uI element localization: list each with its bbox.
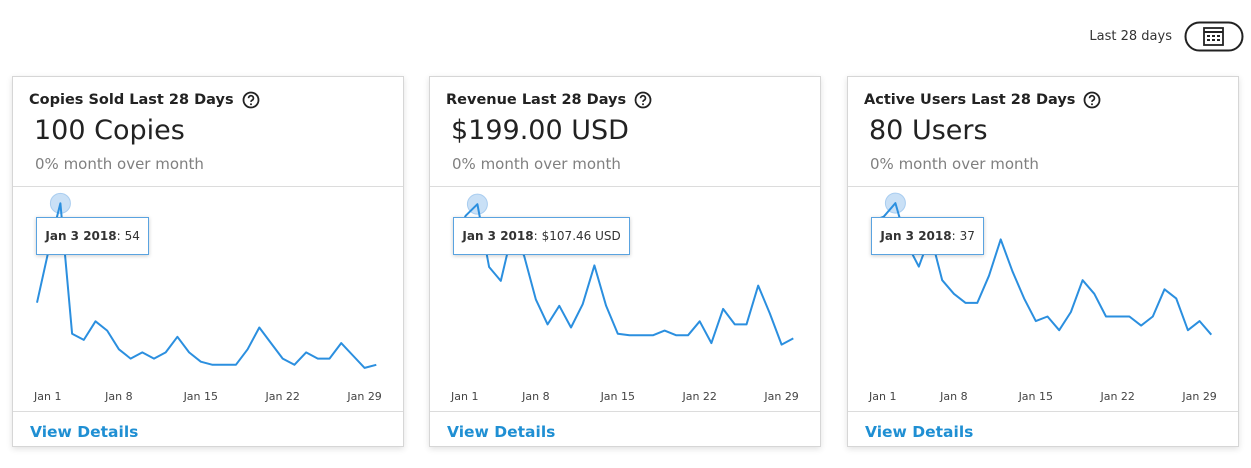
card-value: $199.00 USD: [451, 115, 629, 146]
x-tick-label: Jan 29: [1181, 390, 1216, 403]
x-tick-label: Jan 29: [346, 390, 381, 403]
tooltip-date: Jan 3 2018: [462, 229, 537, 243]
help-icon[interactable]: [1083, 91, 1101, 109]
card-change: 0% month over month: [452, 155, 621, 173]
card-title-text: Active Users Last 28 Days: [864, 92, 1076, 108]
calendar-button[interactable]: [1184, 21, 1244, 53]
x-tick-label: Jan 1: [868, 390, 896, 403]
tooltip-value: 54: [124, 229, 140, 243]
sparkline-chart: Jan 1 Jan 8 Jan 15 Jan 22 Jan 29: [450, 193, 799, 403]
tooltip: Jan 3 2018 $107.46 USD: [453, 217, 630, 255]
x-tick-label: Jan 15: [183, 390, 218, 403]
tooltip-date: Jan 3 2018: [45, 229, 120, 243]
card-title-text: Revenue Last 28 Days: [446, 92, 627, 108]
card-title-text: Copies Sold Last 28 Days: [29, 92, 234, 108]
tooltip: Jan 3 2018 54: [36, 217, 149, 255]
view-details-link[interactable]: View Details: [30, 423, 139, 441]
card: Active Users Last 28 Days 80 Users 0% mont…: [847, 76, 1239, 447]
chart-area: Jan 1 Jan 8 Jan 15 Jan 22 Jan 29 Jan 3 2018 37: [848, 186, 1238, 412]
tooltip: Jan 3 2018 37: [871, 217, 984, 255]
x-tick-label: Jan 1: [33, 390, 61, 403]
card-title: Copies Sold Last 28 Days: [29, 91, 260, 109]
x-tick-label: Jan 22: [264, 390, 299, 403]
card-title: Active Users Last 28 Days: [864, 91, 1101, 109]
card: Revenue Last 28 Days $199.00 USD 0% month …: [429, 76, 821, 447]
card-value: 100 Copies: [34, 115, 185, 146]
card: Copies Sold Last 28 Days 100 Copies 0% mon…: [12, 76, 404, 447]
chart-area: Jan 1 Jan 8 Jan 15 Jan 22 Jan 29 Jan 3 2018 $1…: [430, 186, 820, 412]
x-tick-label: Jan 15: [600, 390, 635, 403]
sparkline-chart: Jan 1 Jan 8 Jan 15 Jan 22 Jan 29: [33, 192, 382, 403]
tooltip-value: $107.46 USD: [541, 229, 621, 243]
x-tick-label: Jan 8: [939, 390, 967, 403]
tooltip-date: Jan 3 2018: [880, 229, 955, 243]
card-title: Revenue Last 28 Days: [446, 91, 652, 109]
help-icon[interactable]: [242, 91, 260, 109]
view-details-link[interactable]: View Details: [447, 423, 556, 441]
help-icon[interactable]: [634, 91, 652, 109]
card-change: 0% month over month: [870, 155, 1039, 173]
x-tick-label: Jan 22: [681, 390, 716, 403]
card-change: 0% month over month: [35, 155, 204, 173]
x-tick-label: Jan 8: [521, 390, 549, 403]
tooltip-value: 37: [959, 229, 975, 243]
line: [36, 202, 377, 369]
card-value: 80 Users: [869, 115, 988, 146]
x-tick-label: Jan 15: [1018, 390, 1053, 403]
x-tick-label: Jan 22: [1099, 390, 1134, 403]
x-tick-label: Jan 1: [450, 390, 478, 403]
x-tick-label: Jan 29: [763, 390, 798, 403]
date-range-label: Last 28 days: [1089, 29, 1172, 44]
chart-area: Jan 1 Jan 8 Jan 15 Jan 22 Jan 29 Jan 3 2018 54: [13, 186, 403, 412]
view-details-link[interactable]: View Details: [865, 423, 974, 441]
x-tick-label: Jan 8: [104, 390, 132, 403]
